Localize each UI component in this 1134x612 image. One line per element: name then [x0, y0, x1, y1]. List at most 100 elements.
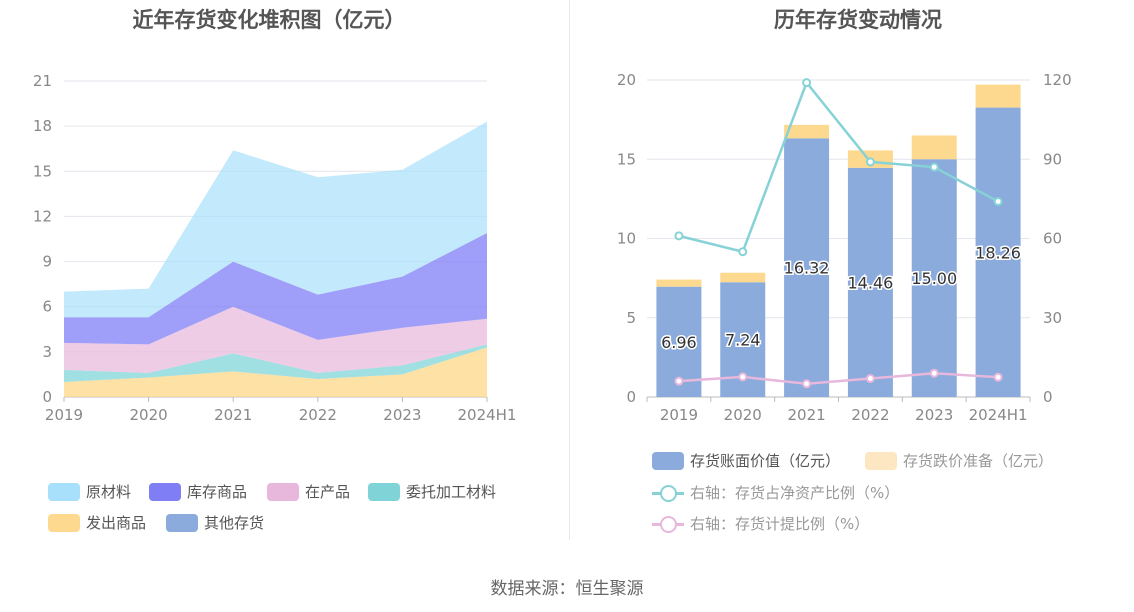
data-label: 16.32: [784, 259, 830, 278]
data-source: 数据来源：恒生聚源: [490, 579, 644, 599]
right-bar-line-chart: 0 5 10 15 20 0 30 60 90 120 2019 2020 2021 2022 2023 20…: [617, 71, 1072, 424]
x-tick-label: 2021: [214, 406, 252, 424]
y2-tick-label: 60: [1043, 230, 1062, 248]
x-tick-label: 2022: [299, 406, 337, 424]
left-stacked-area-chart: 0 3 6 9 12 15 18 21 2019 2020 2021 2022 2023 2024H1: [33, 72, 517, 424]
legend-swatch-provision: [865, 451, 897, 470]
line-point: [865, 157, 875, 167]
bar-provision: [784, 124, 830, 139]
legend-item-provision-ratio[interactable]: 右轴：存货计提比例（%）: [652, 513, 869, 534]
bar-provision: [656, 279, 702, 287]
legend-line-net-asset-ratio: [652, 484, 684, 502]
bar-provision: [975, 84, 1021, 108]
y-tick-label: 15: [617, 150, 636, 168]
y-tick-label: 15: [33, 162, 52, 180]
legend-label: 委托加工材料: [406, 483, 497, 501]
legend-swatch-book-value: [652, 451, 684, 470]
line-point: [929, 162, 939, 172]
area-series: [64, 344, 487, 382]
y-tick-label: 20: [617, 71, 636, 89]
bar-provision: [720, 272, 766, 283]
data-label: 14.46: [848, 273, 894, 292]
line-point: [674, 231, 684, 241]
legend-item-net-asset-ratio[interactable]: 右轴：存货占净资产比例（%）: [652, 482, 899, 503]
area-series: [64, 121, 487, 318]
legend-label: 在产品: [305, 483, 351, 501]
legend-label: 右轴：存货占净资产比例（%）: [690, 484, 900, 502]
legend-item-book-value[interactable]: 存货账面价值（亿元）: [652, 450, 840, 471]
area-series: [64, 306, 487, 373]
area-series: [64, 347, 487, 397]
x-tick-label: 2019: [660, 406, 698, 424]
x-tick-label: 2020: [130, 406, 168, 424]
x-tick-label: 2023: [915, 406, 953, 424]
legend-swatch-shipped: [48, 513, 80, 532]
legend-swatch-consigned: [368, 482, 400, 501]
legend-line-provision-ratio: [652, 515, 684, 533]
legend-label: 发出商品: [86, 514, 147, 532]
line-point: [865, 374, 875, 384]
y2-tick-label: 30: [1043, 309, 1062, 327]
y-tick-label: 5: [626, 309, 636, 327]
line-point: [993, 372, 1003, 382]
x-tick-label: 2023: [383, 406, 421, 424]
legend-item-provision[interactable]: 存货跌价准备（亿元）: [865, 450, 1053, 471]
left-chart-title: 近年存货变化堆积图（亿元）: [132, 8, 406, 32]
y-tick-label: 21: [33, 72, 52, 90]
legend-swatch-raw-material: [48, 482, 80, 501]
line-point: [993, 197, 1003, 207]
y2-tick-label: 120: [1043, 71, 1072, 89]
legend-label: 其他存货: [204, 514, 265, 532]
bar-book-value: [784, 138, 830, 397]
line-series: [678, 80, 999, 254]
x-tick-label: 2022: [851, 406, 889, 424]
line-point: [802, 379, 812, 389]
legend-item-wip[interactable]: 在产品: [267, 481, 350, 502]
legend-label: 右轴：存货计提比例（%）: [690, 515, 870, 533]
x-tick-label: 2024H1: [969, 406, 1028, 424]
line-point: [674, 376, 684, 386]
legend-label: 存货跌价准备（亿元）: [903, 452, 1054, 470]
line-point: [738, 372, 748, 382]
bar-book-value: [975, 107, 1021, 397]
legend-item-consigned[interactable]: 委托加工材料: [368, 481, 496, 502]
y-tick-label: 12: [33, 207, 52, 225]
legend-swatch-other: [166, 513, 198, 532]
x-tick-label: 2024H1: [458, 406, 517, 424]
bar-provision: [911, 135, 957, 160]
legend-label: 原材料: [86, 483, 132, 501]
y2-tick-label: 0: [1043, 388, 1053, 406]
legend-swatch-wip: [267, 482, 299, 501]
area-series: [64, 232, 487, 345]
legend-item-raw-material[interactable]: 原材料: [48, 481, 131, 502]
x-tick-label: 2019: [45, 406, 83, 424]
bar-book-value: [911, 159, 957, 397]
y-tick-label: 10: [617, 230, 636, 248]
y-tick-label: 18: [33, 117, 52, 135]
data-label: 6.96: [661, 333, 697, 352]
data-label: 7.24: [725, 331, 761, 350]
line-point: [802, 78, 812, 88]
data-label: 18.26: [975, 243, 1021, 262]
legend-item-finished-goods[interactable]: 库存商品: [149, 481, 247, 502]
y-tick-label: 0: [626, 388, 636, 406]
line-point: [929, 368, 939, 378]
y-tick-label: 0: [42, 388, 52, 406]
legend-item-shipped[interactable]: 发出商品: [48, 512, 146, 533]
y-tick-label: 9: [42, 253, 52, 271]
panel-divider: [569, 0, 570, 540]
legend-item-other[interactable]: 其他存货: [166, 512, 264, 533]
y2-tick-label: 90: [1043, 150, 1062, 168]
y-tick-label: 3: [42, 343, 52, 361]
line-point: [738, 247, 748, 257]
right-chart-title: 历年存货变动情况: [774, 8, 942, 32]
bar-book-value: [847, 167, 893, 397]
x-tick-label: 2020: [724, 406, 762, 424]
legend-swatch-finished-goods: [149, 482, 181, 501]
data-label: 15.00: [911, 269, 957, 288]
legend-label: 存货账面价值（亿元）: [690, 452, 841, 470]
x-tick-label: 2021: [787, 406, 825, 424]
y-tick-label: 6: [42, 298, 52, 316]
legend-label: 库存商品: [187, 483, 248, 501]
